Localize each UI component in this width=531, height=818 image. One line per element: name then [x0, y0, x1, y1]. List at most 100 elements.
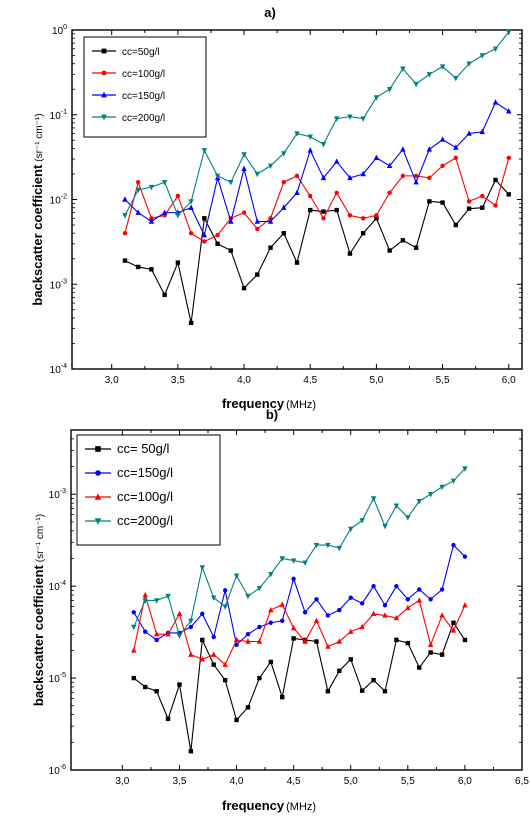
x-axis-label: frequency (MHz)	[222, 798, 316, 813]
x-tick-label: 3,0	[115, 776, 129, 787]
legend-marker	[101, 91, 107, 98]
data-point	[308, 193, 313, 199]
y-tick-exponent: -4	[61, 363, 67, 370]
x-axis: 3,0 3,5 4,0 4,5 5,0 5,5 6,0	[105, 30, 516, 386]
data-point	[245, 705, 251, 710]
data-point	[222, 677, 228, 683]
data-point	[143, 629, 148, 634]
data-point	[371, 677, 376, 683]
y-axis-label: backscatter coefficient (sr⁻¹ cm⁻¹)	[31, 514, 46, 706]
data-point	[428, 650, 433, 655]
series-line	[124, 31, 510, 217]
data-point	[256, 638, 263, 644]
data-point	[440, 163, 445, 168]
y-tick-exponent: -2	[61, 194, 67, 201]
y-tick-exponent: -6	[60, 764, 66, 771]
data-point	[228, 248, 234, 253]
data-point	[393, 614, 400, 621]
data-point	[233, 573, 240, 579]
data-point	[267, 163, 274, 169]
data-point	[370, 496, 377, 502]
data-point	[325, 643, 331, 649]
y-tick-label: 10-5	[49, 672, 66, 685]
data-point	[268, 216, 273, 221]
legend-marker	[95, 446, 101, 452]
data-point	[400, 146, 406, 152]
data-point	[211, 595, 217, 601]
legend-label: cc=200g/l	[117, 513, 173, 528]
y-tick-exponent: -3	[61, 278, 67, 285]
data-point	[439, 64, 446, 70]
y-tick-base: 10	[50, 280, 62, 291]
data-point	[439, 612, 445, 618]
data-point	[387, 190, 392, 195]
data-point	[201, 231, 208, 238]
data-point	[313, 617, 320, 623]
data-point	[161, 209, 168, 215]
legend-entry: cc=150g/l	[85, 465, 173, 480]
legend-entry: cc=200g/l	[85, 513, 173, 528]
data-point	[307, 134, 313, 140]
data-point	[453, 144, 459, 150]
data-point	[320, 174, 327, 181]
data-point	[211, 662, 216, 667]
legend-entry: cc=200g/l	[92, 113, 165, 124]
data-point	[462, 637, 468, 643]
data-point	[382, 612, 388, 618]
data-point	[466, 130, 472, 136]
y-tick-label: 10-3	[49, 488, 66, 501]
data-point	[451, 620, 456, 625]
series-line	[133, 621, 466, 752]
series-line	[133, 594, 466, 666]
legend-marker	[101, 70, 107, 76]
data-point	[200, 637, 205, 643]
data-point	[188, 199, 194, 205]
y-tick-label: 10-3	[50, 278, 67, 291]
legend-entry: cc=100g/l	[92, 69, 165, 80]
data-point	[162, 292, 167, 298]
data-point	[394, 583, 399, 589]
data-point	[245, 593, 251, 600]
data-point	[294, 260, 300, 265]
data-point	[199, 656, 206, 662]
data-point	[400, 173, 406, 179]
legend: cc= 50g/l cc=150g/l cc=100g/l cc=200g/l	[76, 434, 221, 546]
data-point	[176, 633, 183, 639]
data-point	[255, 226, 260, 232]
y-axis-unit: (sr⁻¹ cm⁻¹)	[35, 514, 46, 562]
data-point	[268, 571, 274, 578]
series-cc-50g-l	[131, 620, 468, 754]
data-point	[234, 642, 239, 648]
data-point	[165, 631, 171, 637]
series-line	[133, 468, 466, 637]
x-tick-label: 4,0	[230, 776, 244, 787]
y-axis: 10-610-510-410-3	[49, 438, 522, 777]
legend-box	[83, 36, 207, 138]
data-point	[493, 177, 498, 183]
data-point	[188, 231, 194, 236]
data-point	[256, 586, 263, 592]
data-point	[426, 72, 433, 78]
data-point	[268, 606, 274, 613]
y-tick-label: 10-4	[50, 363, 67, 376]
x-axis: 3,0 3,5 4,0 4,5 5,0 5,5 6,0 6,5	[115, 430, 529, 787]
data-point	[211, 634, 216, 640]
data-point	[439, 136, 446, 142]
legend-label: cc=100g/l	[122, 69, 165, 80]
data-point	[148, 218, 155, 224]
data-point	[153, 631, 160, 637]
data-point	[405, 597, 411, 602]
data-point	[405, 604, 411, 611]
data-point	[135, 180, 141, 185]
data-point	[427, 492, 434, 498]
data-point	[122, 231, 128, 236]
data-point	[336, 545, 343, 552]
data-point	[290, 624, 297, 631]
data-point	[175, 260, 181, 265]
y-tick-label: 10-6	[49, 764, 66, 777]
series-cc-150g-l	[122, 99, 512, 238]
data-point	[416, 499, 422, 505]
legend: cc=50g/l cc=100g/l cc=150g/l cc=200g/l	[83, 36, 207, 138]
data-point	[228, 218, 234, 224]
